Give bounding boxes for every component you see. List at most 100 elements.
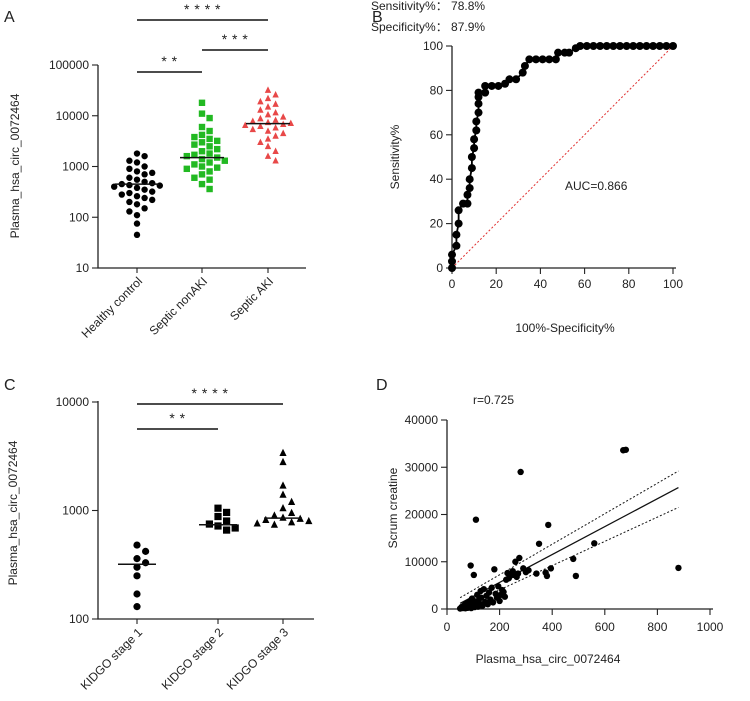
chart-b-roc-point-5	[454, 219, 463, 228]
chart-b-roc-point-30	[520, 61, 529, 70]
chart-b-sensitivity-text: Sensitivity%： 78.8%	[371, 0, 485, 13]
chart-c-point-0-2	[133, 555, 141, 563]
chart-b-roc-point-43	[596, 42, 605, 50]
chart-c-point-1-0	[214, 504, 222, 512]
chart-a-ytick-label-3: 10000	[56, 109, 90, 123]
chart-a-point-1-13	[198, 148, 206, 155]
chart-c-point-2-0	[279, 448, 287, 456]
chart-a-point-2-19	[249, 125, 256, 133]
chart-b-roc-point-13	[467, 153, 476, 161]
chart-a-sig-label-1: * * *	[222, 31, 249, 47]
chart-b-roc-point-3	[452, 241, 461, 250]
chart-b-ytick-label-4: 80	[430, 83, 444, 97]
chart-a-point-0-17	[133, 184, 141, 192]
chart-c-point-0-1	[142, 547, 150, 555]
chart-d-point-70	[591, 540, 598, 547]
chart-a-point-0-18	[141, 186, 148, 193]
chart-a-point-0-27	[141, 205, 148, 212]
chart-b-roc-point-28	[512, 75, 521, 84]
chart-b-roc-point-40	[576, 42, 585, 50]
chart-a-point-2-24	[257, 138, 264, 146]
chart-a-point-0-21	[118, 191, 126, 198]
chart-b-roc-point-52	[655, 42, 664, 50]
chart-b-ytick-label-0: 0	[436, 261, 443, 275]
chart-b-roc-point-49	[635, 42, 644, 50]
chart-a-point-0-19	[149, 188, 156, 195]
chart-b-roc-point-51	[649, 42, 658, 50]
chart-c-point-0-4	[133, 563, 141, 571]
chart-a-point-2-28	[272, 157, 279, 164]
chart-b-roc-point-53	[662, 42, 671, 50]
chart-a-point-1-23	[214, 164, 221, 171]
chart-a-ytick-label-1: 100	[69, 210, 89, 224]
chart-d-point-38	[489, 599, 497, 606]
chart-b-xtick-label-1: 20	[490, 277, 504, 291]
chart-b-roc-point-38	[565, 48, 574, 57]
chart-a-point-1-16	[183, 152, 190, 160]
chart-c-xtick-label-2: KIDGO stage 3	[224, 625, 292, 693]
chart-c-point-2-1	[279, 457, 287, 466]
chart-b-xtick-label-0: 0	[449, 277, 456, 291]
chart-b-roc-point-2	[448, 250, 456, 259]
chart-a-point-2-27	[264, 152, 272, 159]
panel-label-d: D	[376, 377, 388, 394]
chart-b: Sensitivity%： 78.8% Specificity%： 87.9% …	[371, 0, 683, 335]
chart-d-point-63	[535, 540, 543, 547]
chart-d-ytick-label-2: 20000	[405, 508, 439, 522]
chart-b-roc-point-17	[472, 117, 481, 126]
chart-b-roc-point-47	[622, 42, 631, 50]
chart-b-roc-point-29	[518, 68, 527, 77]
chart-b-specificity-text: Specificity%： 87.9%	[371, 20, 485, 34]
chart-a-point-2-5	[264, 103, 272, 110]
chart-a-point-1-29	[198, 180, 206, 188]
chart-a-point-2-2	[264, 94, 272, 102]
chart-a-point-1-21	[191, 161, 198, 168]
chart-a-point-1-0	[198, 99, 206, 106]
chart-a-point-1-24	[183, 165, 190, 173]
chart-b-roc-point-42	[589, 42, 598, 50]
chart-a-point-1-9	[198, 139, 206, 146]
chart-b-roc-point-23	[481, 81, 490, 90]
chart-a-point-1-10	[191, 141, 198, 148]
chart-b-auc-annotation: AUC=0.866	[565, 179, 628, 193]
chart-a-point-1-15	[191, 151, 198, 159]
chart-d-point-54	[512, 558, 519, 565]
chart-a-point-2-25	[264, 142, 272, 150]
chart-b-axes	[451, 46, 676, 269]
chart-a-point-0-5	[126, 165, 133, 173]
chart-d-xtick-label-0: 0	[444, 620, 451, 634]
chart-d-point-39	[491, 566, 498, 573]
chart-d-point-57	[516, 554, 523, 562]
chart-a-point-1-1	[198, 110, 206, 117]
chart-a-point-1-22	[198, 163, 206, 170]
chart-d-point-42	[495, 583, 502, 590]
chart-d-point-67	[547, 565, 555, 572]
chart-a-point-1-20	[206, 159, 213, 166]
chart-a-point-0-7	[149, 169, 156, 177]
chart-a-point-2-10	[257, 114, 264, 122]
chart-a-point-2-18	[272, 124, 279, 131]
chart-a-point-2-22	[272, 132, 279, 139]
chart-c-point-0-0	[133, 541, 141, 549]
chart-c-point-1-3	[223, 517, 231, 525]
chart-c-point-2-4	[288, 497, 296, 506]
chart-a-point-0-25	[126, 198, 133, 206]
chart-b-roc-point-16	[472, 126, 481, 135]
chart-a-point-1-8	[214, 137, 221, 145]
chart-d-point-19	[470, 571, 478, 579]
chart-b-roc-point-50	[642, 42, 651, 50]
chart-a-point-1-12	[214, 145, 221, 153]
chart-c-point-2-5	[279, 504, 287, 512]
chart-a-point-0-26	[133, 201, 141, 208]
chart-d-ytick-label-4: 40000	[405, 413, 439, 427]
chart-c-point-2-14	[270, 520, 278, 528]
chart-d-ytick-label-0: 0	[431, 602, 438, 616]
chart-b-roc-point-4	[452, 230, 461, 239]
chart-c-point-2-7	[270, 511, 278, 519]
chart-c-point-2-6	[288, 508, 296, 517]
chart-d-point-47	[501, 593, 509, 600]
chart-a-point-1-25	[206, 168, 213, 175]
chart-b-roc-point-46	[615, 42, 624, 50]
chart-c-point-0-3	[142, 559, 150, 567]
chart-b-ytick-label-1: 20	[430, 217, 444, 231]
